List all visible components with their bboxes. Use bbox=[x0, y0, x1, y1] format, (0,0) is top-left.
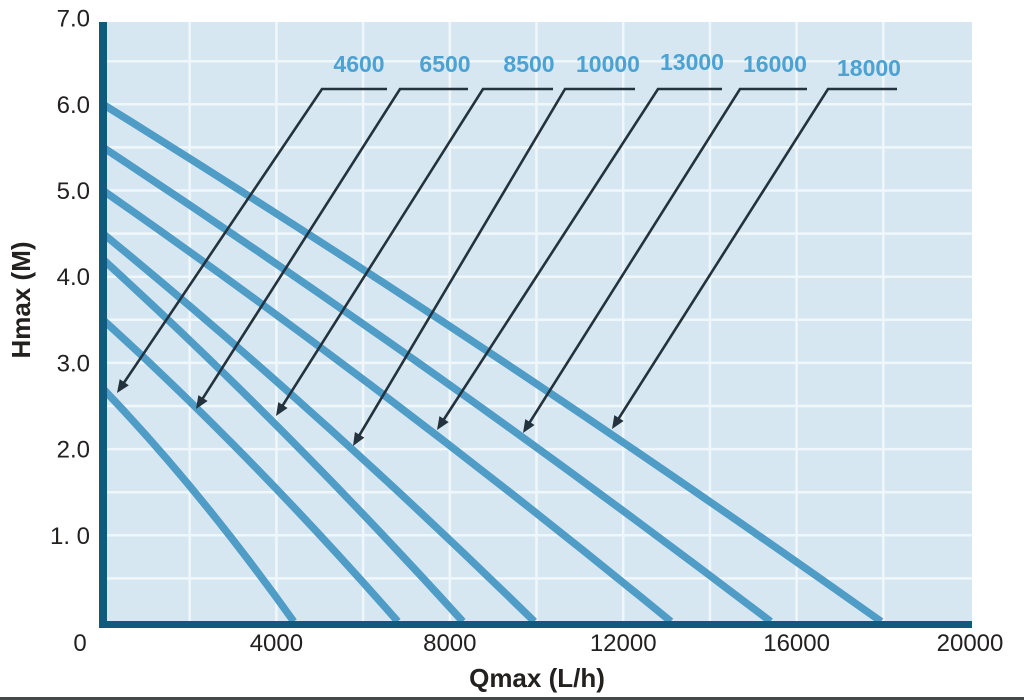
y-tick-label: 2.0 bbox=[57, 437, 90, 464]
callout-arrowhead-16000 bbox=[523, 419, 535, 433]
callout-arrowhead-8500 bbox=[276, 402, 288, 416]
pump-curve-4600 bbox=[100, 386, 297, 624]
x-axis-line bbox=[99, 621, 972, 628]
x-tick-label: 16000 bbox=[763, 630, 830, 657]
series-label-10000: 10000 bbox=[576, 51, 640, 77]
y-tick-label: 1. 0 bbox=[50, 523, 90, 550]
y-tick-label: 5.0 bbox=[57, 178, 90, 205]
plot-area bbox=[107, 22, 972, 621]
x-tick-label: 8000 bbox=[423, 630, 476, 657]
y-tick-label: 4.0 bbox=[57, 264, 90, 291]
x-tick-label: 4000 bbox=[250, 630, 303, 657]
x-tick-label: 12000 bbox=[590, 630, 657, 657]
y-tick-label: 6.0 bbox=[57, 92, 90, 119]
callout-line-4600 bbox=[121, 87, 387, 386]
x-tick-label: 20000 bbox=[937, 630, 1004, 657]
callout-arrowhead-10000 bbox=[353, 432, 365, 446]
y-axis-title: Hmax (M) bbox=[6, 241, 36, 358]
callout-arrowhead-4600 bbox=[117, 379, 129, 393]
callout-line-16000 bbox=[527, 87, 807, 426]
y-tick-label: 3.0 bbox=[57, 350, 90, 377]
callout-line-6500 bbox=[200, 87, 468, 402]
x-axis-title: Qmax (L/h) bbox=[469, 663, 605, 693]
callout-arrowhead-18000 bbox=[612, 415, 624, 429]
pump-curve-18000 bbox=[101, 101, 884, 625]
pump-curve-10000 bbox=[100, 230, 537, 625]
callout-arrowhead-13000 bbox=[437, 416, 449, 430]
series-label-8500: 8500 bbox=[503, 51, 554, 77]
callout-line-18000 bbox=[616, 87, 897, 422]
series-label-16000: 16000 bbox=[743, 51, 807, 77]
series-label-13000: 13000 bbox=[660, 49, 724, 75]
series-label-18000: 18000 bbox=[837, 55, 901, 81]
x-tick-label: 0 bbox=[73, 630, 86, 657]
pump-curve-16000 bbox=[100, 144, 773, 625]
series-label-6500: 6500 bbox=[419, 51, 470, 77]
y-axis-line bbox=[99, 22, 107, 628]
bottom-edge-bar bbox=[0, 697, 1024, 700]
callout-line-8500 bbox=[280, 87, 553, 409]
callout-arrowhead-6500 bbox=[196, 395, 208, 409]
pump-curve-13000 bbox=[100, 187, 674, 625]
y-tick-label: 7.0 bbox=[57, 6, 90, 33]
pump-curve-8500 bbox=[100, 256, 466, 625]
callout-line-10000 bbox=[356, 87, 635, 439]
series-label-4600: 4600 bbox=[333, 51, 384, 77]
callout-line-13000 bbox=[441, 87, 722, 423]
